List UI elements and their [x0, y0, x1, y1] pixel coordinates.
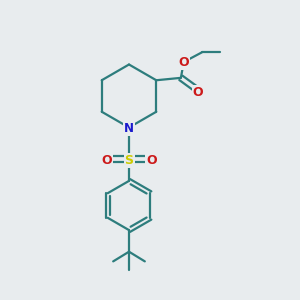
Text: S: S [124, 154, 134, 167]
Text: O: O [146, 154, 157, 167]
Text: O: O [101, 154, 112, 167]
Text: O: O [178, 56, 189, 69]
Text: O: O [193, 86, 203, 99]
Text: N: N [124, 122, 134, 136]
